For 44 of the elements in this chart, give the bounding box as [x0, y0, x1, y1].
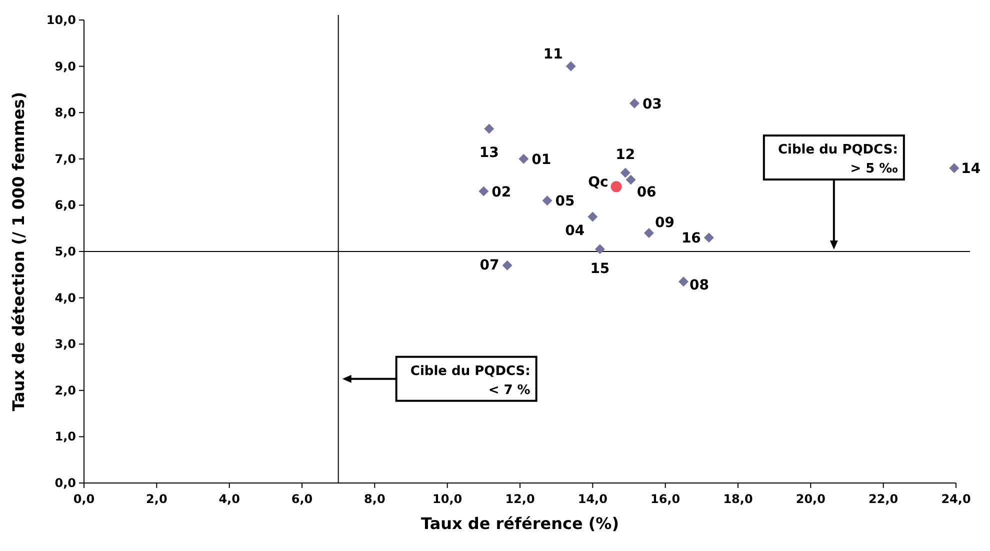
y-tick-label: 6,0	[54, 198, 76, 212]
x-tick-label: 24,0	[941, 492, 971, 506]
x-tick-label: 12,0	[505, 492, 535, 506]
x-tick-label: 0,0	[73, 492, 95, 506]
x-tick-label: 20,0	[796, 492, 826, 506]
y-tick-label: 3,0	[54, 337, 76, 352]
series-label: 01	[532, 152, 552, 168]
x-tick-label: 16,0	[650, 492, 680, 506]
y-tick-label: 1,0	[54, 430, 76, 444]
x-tick-label: 22,0	[868, 492, 898, 506]
series-label: 06	[636, 184, 656, 201]
x-tick-label: 18,0	[723, 492, 753, 506]
y-tick-label: 7,0	[54, 152, 76, 166]
series-label: 12	[616, 146, 636, 163]
x-tick-label: 10,0	[432, 492, 462, 506]
y-axis-title: Taux de détection (/ 1 000 femmes)	[9, 92, 28, 412]
series-label: Qc	[588, 174, 608, 191]
y-tick-label: 10,0	[46, 13, 76, 27]
series-label: 08	[690, 278, 709, 294]
series-label: 04	[565, 222, 585, 239]
x-tick-label: 8,0	[364, 492, 386, 506]
x-tick-label: 2,0	[146, 492, 168, 506]
series-label: 05	[555, 194, 575, 210]
x-axis-title: Taux de référence (%)	[420, 514, 620, 533]
x-tick-label: 4,0	[218, 492, 240, 506]
series-label: 11	[543, 46, 563, 62]
series-label: 14	[961, 161, 981, 178]
series-label: 09	[654, 214, 674, 231]
y-tick-label: 4,0	[54, 290, 76, 305]
series-label: 13	[479, 144, 499, 161]
y-tick-label: 0,0	[54, 476, 76, 490]
y-tick-label: 9,0	[54, 59, 76, 74]
x-tick-label: 6,0	[291, 492, 313, 506]
series-label: 07	[480, 257, 500, 274]
series-label: 02	[492, 184, 512, 200]
x-tick-label: 14,0	[578, 492, 608, 506]
y-tick-label: 5,0	[54, 244, 76, 258]
y-tick-label: 8,0	[54, 106, 76, 120]
y-tick-label: 2,0	[54, 383, 76, 398]
series-label: 15	[590, 261, 610, 278]
annotation: Cible du PQDCS: > 5 ‰	[778, 142, 898, 176]
series-label: 03	[642, 96, 662, 112]
series-label: 16	[681, 230, 701, 247]
annotation: Cible du PQDCS: < 7 %	[410, 364, 530, 398]
